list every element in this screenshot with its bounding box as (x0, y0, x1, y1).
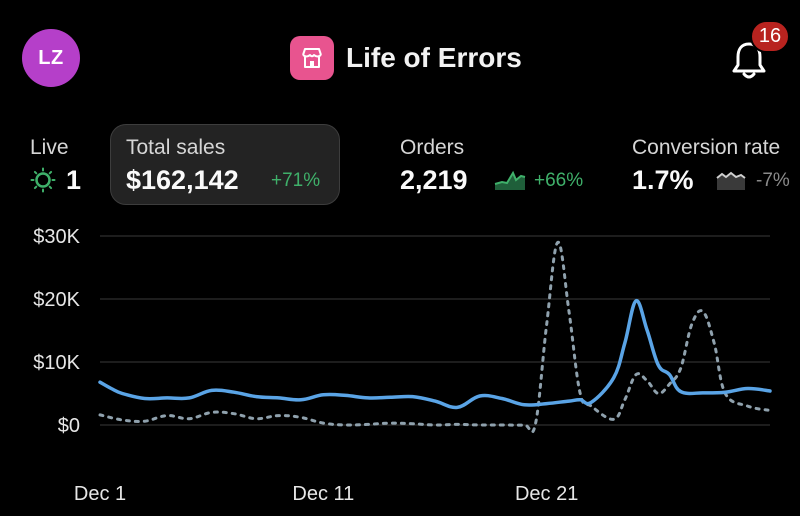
sparkline-down-icon (716, 171, 746, 190)
total-sales-card[interactable] (110, 124, 340, 205)
conversion-rate-label[interactable]: Conversion rate (632, 136, 781, 159)
x-tick-label: Dec 1 (74, 483, 126, 505)
comparison-period-line (98, 240, 772, 434)
sales-chart[interactable]: $30K $20K $10K $0 Dec 1 Dec 11 Dec 21 (0, 220, 800, 516)
avatar[interactable]: LZ (22, 29, 80, 87)
store-switcher[interactable]: Life of Errors (290, 36, 522, 80)
conversion-rate-value: 1.7% (632, 165, 694, 195)
x-tick-label: Dec 11 (292, 483, 354, 505)
y-tick-label: $10K (33, 352, 80, 374)
x-tick-label: Dec 21 (515, 483, 578, 505)
total-sales-label: Total sales (126, 136, 226, 159)
notification-badge: 16 (750, 20, 790, 53)
live-pulse-icon (30, 167, 56, 193)
sparkline-up-icon (494, 170, 526, 190)
y-tick-label: $0 (58, 415, 80, 437)
total-sales-value: $162,142 (126, 165, 239, 195)
total-sales-delta: +71% (271, 170, 321, 191)
live-label: Live (30, 136, 69, 159)
store-name: Life of Errors (346, 42, 522, 73)
live-visitors-value: 1 (66, 165, 82, 195)
orders-label[interactable]: Orders (400, 136, 465, 159)
y-tick-label: $20K (33, 289, 80, 311)
conversion-rate-delta: -7% (756, 170, 790, 191)
orders-value: 2,219 (400, 165, 468, 195)
current-period-line (98, 299, 772, 410)
store-icon (290, 36, 334, 80)
orders-delta: +66% (534, 170, 584, 191)
y-tick-label: $30K (33, 226, 80, 248)
